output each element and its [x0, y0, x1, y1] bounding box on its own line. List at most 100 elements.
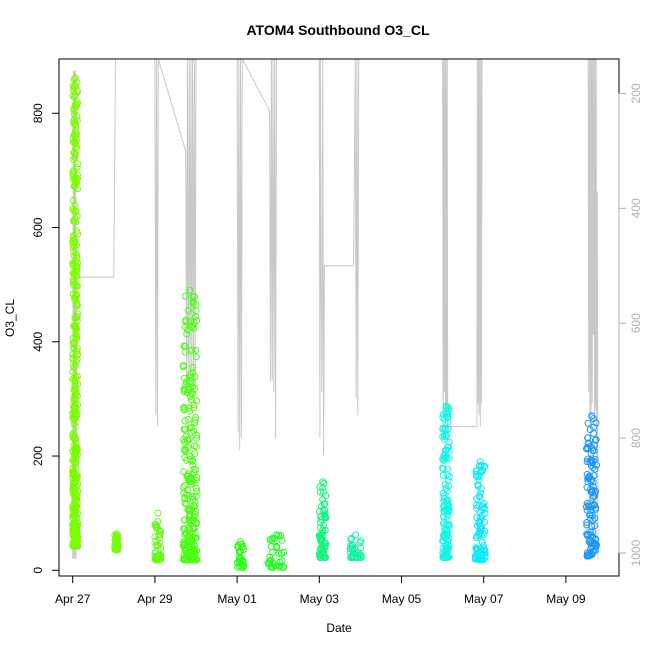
data-point-5	[267, 563, 275, 571]
chart-title: ATOM4 Southbound O3_CL	[246, 22, 429, 38]
data-point-10	[590, 501, 598, 509]
x-axis-label: Date	[326, 621, 352, 635]
data-point-0	[69, 511, 77, 519]
data-point-3	[182, 381, 190, 389]
data-point-0	[71, 323, 79, 331]
data-point-10	[590, 472, 598, 480]
data-point-3	[192, 346, 200, 354]
data-point-3	[193, 317, 201, 325]
data-point-8	[440, 502, 448, 510]
data-point-2	[156, 534, 163, 542]
data-point-8	[439, 465, 447, 473]
data-point-9	[473, 467, 481, 475]
data-point-3	[190, 385, 198, 392]
data-point-9	[475, 502, 483, 510]
data-point-5	[273, 543, 281, 551]
data-point-6	[317, 532, 325, 540]
x-tick-label: Apr 27	[55, 592, 91, 606]
plot-frame	[58, 58, 620, 577]
y-axis-label: O3_CL	[3, 299, 17, 337]
data-point-3	[189, 461, 197, 469]
data-point-3	[183, 436, 191, 444]
data-point-max-4	[237, 538, 244, 546]
data-point-6	[320, 479, 328, 487]
data-point-3	[182, 318, 190, 326]
data-point-0	[72, 324, 80, 332]
data-point-10	[592, 535, 600, 543]
data-point-1	[114, 531, 122, 539]
data-point-0	[70, 104, 78, 112]
y-tick-label: 800	[31, 103, 45, 123]
data-point-max-6	[319, 478, 327, 486]
data-point-9	[476, 518, 484, 526]
data-point-max-10	[588, 412, 596, 420]
data-point-8	[444, 541, 452, 549]
data-point-3	[181, 499, 189, 507]
data-point-6	[316, 551, 324, 559]
data-point-0	[73, 301, 81, 308]
data-point-3	[181, 447, 189, 455]
data-point-10	[591, 436, 599, 444]
data-point-3	[191, 534, 199, 542]
data-point-3	[190, 533, 198, 541]
data-point-3	[181, 348, 189, 356]
data-point-3	[190, 547, 198, 555]
data-point-0	[73, 355, 81, 363]
data-point-0	[71, 519, 79, 527]
data-point-3	[189, 321, 197, 329]
data-point-0	[70, 458, 78, 466]
data-point-8	[441, 454, 449, 461]
data-point-10	[589, 447, 597, 455]
data-point-10	[590, 457, 597, 465]
data-point-3	[180, 516, 188, 524]
data-point-0	[70, 182, 78, 190]
data-point-0	[71, 435, 79, 443]
data-point-3	[192, 414, 200, 421]
data-point-9	[480, 542, 487, 550]
data-point-3	[186, 553, 194, 561]
data-point-3	[186, 371, 194, 379]
data-point-0	[71, 387, 79, 395]
data-point-3	[181, 292, 189, 300]
data-point-0	[69, 205, 77, 213]
data-point-8	[440, 456, 448, 464]
data-point-0	[70, 442, 78, 450]
data-point-8	[439, 471, 447, 479]
data-point-4	[238, 561, 246, 569]
data-point-10	[592, 543, 600, 550]
data-point-0	[72, 332, 80, 339]
data-point-10	[583, 444, 591, 451]
x-tick-label: May 05	[382, 592, 422, 606]
data-point-3	[193, 397, 201, 405]
data-point-8	[444, 521, 451, 529]
data-point-9	[476, 509, 484, 517]
data-point-8	[440, 432, 448, 439]
data-point-0	[71, 407, 79, 415]
data-point-0	[69, 167, 77, 175]
data-point-3	[187, 346, 195, 354]
data-point-2	[152, 521, 160, 529]
data-point-3	[189, 300, 197, 307]
data-point-10	[591, 522, 599, 530]
data-point-3	[192, 492, 200, 500]
y-axis-right: 200 400 600 800 1000	[618, 83, 643, 566]
data-point-0	[73, 251, 81, 259]
data-point-3	[181, 540, 189, 548]
data-point-0	[73, 112, 81, 120]
data-point-3	[188, 505, 196, 513]
data-point-3	[189, 293, 197, 301]
data-point-8	[444, 537, 452, 545]
data-point-3	[182, 378, 190, 386]
data-point-0	[72, 386, 80, 394]
data-point-3	[185, 477, 193, 485]
data-point-3	[192, 556, 200, 563]
data-point-10	[590, 429, 597, 437]
y2-tick-label: 800	[629, 428, 643, 448]
data-point-0	[70, 75, 78, 83]
data-point-0	[69, 483, 77, 491]
data-point-3	[192, 353, 200, 361]
data-point-5	[275, 550, 283, 557]
data-point-3	[193, 431, 201, 439]
data-point-7	[348, 535, 355, 542]
data-point-3	[192, 484, 200, 492]
